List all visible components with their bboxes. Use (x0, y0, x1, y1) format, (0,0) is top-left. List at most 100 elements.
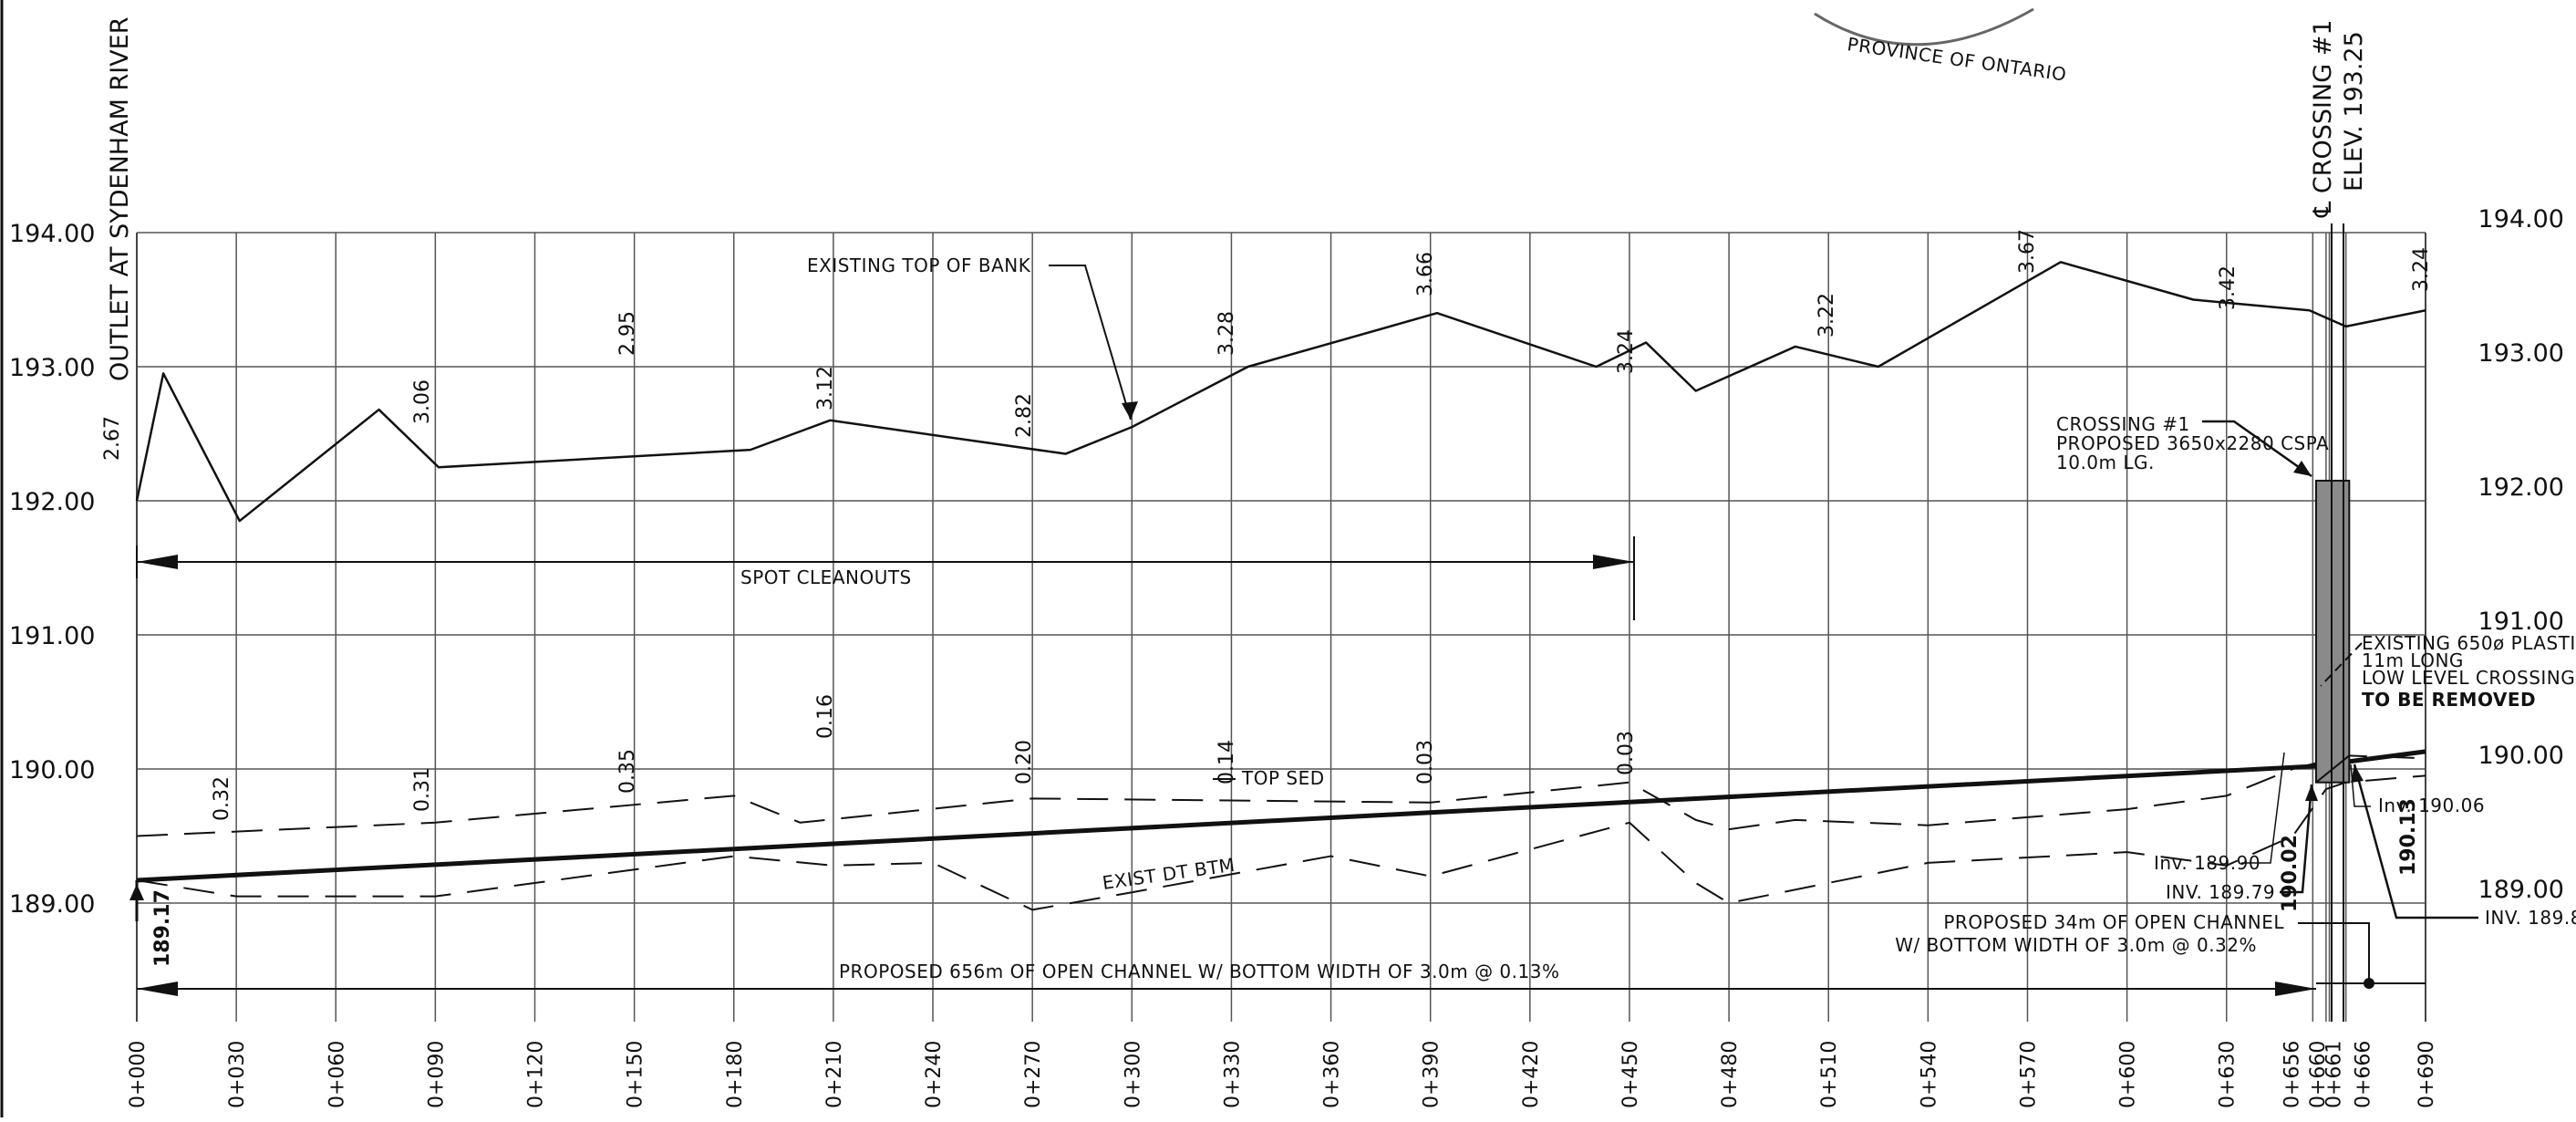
y-tick-label-right: 189.00 (2478, 876, 2564, 904)
elev-18917-arrowhead (129, 884, 144, 901)
station-label: 0+000 (127, 1041, 150, 1108)
station-label: 0+660 (2307, 1041, 2330, 1108)
top-of-bank-depth: 2.95 (616, 311, 639, 356)
inv-18979-label: INV. 189.79 (2166, 881, 2275, 903)
sediment-depth: 0.35 (616, 749, 639, 794)
top-of-bank-depth: 3.12 (814, 366, 837, 410)
crossing-header-2: ELEV. 193.25 (2340, 31, 2368, 192)
series-proposed (136, 749, 2426, 883)
inv-18990-leader (2241, 752, 2285, 864)
proposed-34-label-1: PROPOSED 34m OF OPEN CHANNEL (1943, 911, 2284, 933)
station-label: 0+270 (1022, 1041, 1045, 1108)
station-label: 0+420 (1520, 1041, 1543, 1108)
sediment-depth: 0.16 (814, 694, 837, 739)
y-tick-label-right: 193.00 (2478, 339, 2564, 368)
station-label: 0+030 (226, 1041, 249, 1108)
crossing-header-1: ℄ CROSSING #1 (2309, 19, 2337, 218)
station-label: 0+060 (326, 1041, 348, 1108)
outlet-title: OUTLET AT SYDENHAM RIVER (106, 17, 134, 381)
top-of-bank-leader (1049, 265, 1132, 421)
inv-18983-label: INV. 189.83 (2485, 907, 2576, 929)
existing-top-of-bank-label: EXISTING TOP OF BANK (807, 255, 1031, 276)
elev-19013-label: 190.13 (2397, 798, 2420, 876)
proposed-656-arrow-left (137, 982, 178, 996)
station-label: 0+390 (1421, 1041, 1443, 1108)
station-label: 0+510 (1818, 1041, 1841, 1108)
top-of-bank-depth: 3.67 (2016, 229, 2039, 274)
y-tick-label-right: 192.00 (2478, 473, 2564, 502)
proposed-34-label-2: W/ BOTTOM WIDTH OF 3.0m @ 0.32% (1895, 934, 2257, 956)
top-sed-label: TOP SED (1241, 767, 1325, 789)
series-existing-top-of-bank (135, 261, 2426, 523)
y-tick-label-right: 190.00 (2478, 742, 2564, 770)
station-label: 0+690 (2416, 1041, 2438, 1108)
station-label: 0+450 (1619, 1041, 1642, 1108)
station-label: 0+661 (2323, 1041, 2346, 1108)
top-of-bank-depth: 2.82 (1013, 393, 1036, 438)
series-top-sed (136, 754, 2426, 837)
top-of-bank-depth: 3.28 (1216, 311, 1238, 356)
spot-cleanouts-arrow-left (137, 555, 178, 569)
station-label: 0+570 (2017, 1041, 2040, 1108)
exist-dt-btm-label: EXIST DT BTM (1101, 854, 1236, 894)
crossing-arrowhead (2293, 461, 2312, 476)
inv-18979-arrowhead (2305, 784, 2318, 801)
inv-18983-leader (2353, 764, 2478, 919)
sediment-depth: 0.14 (1216, 740, 1238, 784)
top-of-bank-arrowhead (1122, 401, 1138, 420)
existing-pipe-label-4: TO BE REMOVED (2362, 689, 2536, 711)
y-tick-label-left: 189.00 (9, 890, 95, 919)
spot-cleanouts-label: SPOT CLEANOUTS (740, 566, 912, 588)
crossing-label-3: 10.0m LG. (2056, 452, 2155, 473)
y-tick-label-left: 190.00 (9, 756, 95, 784)
proposed-656-label: PROPOSED 656m OF OPEN CHANNEL W/ BOTTOM … (839, 961, 1559, 982)
annotations (129, 7, 2478, 1022)
proposed-656-arrow-right (2275, 982, 2316, 996)
station-label: 0+150 (625, 1041, 647, 1108)
station-label: 0+600 (2117, 1041, 2140, 1108)
station-label: 0+240 (923, 1041, 946, 1108)
station-label: 0+360 (1321, 1041, 1344, 1108)
sediment-depth: 0.20 (1013, 740, 1036, 784)
inv-18990-label: Inv. 189.90 (2154, 852, 2260, 874)
inv-19006-label: Inv. 190.06 (2378, 795, 2485, 816)
sediment-depth: 0.32 (211, 776, 233, 821)
station-label: 0+666 (2353, 1041, 2375, 1108)
top-of-bank-depth: 3.06 (411, 379, 434, 424)
elev-19002-label: 190.02 (2279, 835, 2302, 912)
sediment-depth: 0.03 (1414, 740, 1437, 784)
y-tick-label-left: 192.00 (9, 488, 95, 516)
seal-arc (1814, 7, 2034, 47)
crossing-leader (2202, 420, 2312, 478)
sediment-depth: 0.31 (411, 767, 434, 812)
series-exist-dt-btm (136, 774, 2426, 911)
y-tick-label-right: 194.00 (2478, 205, 2564, 234)
station-label: 0+480 (1719, 1041, 1742, 1108)
y-tick-label-left: 191.00 (9, 622, 95, 650)
station-label: 0+540 (1918, 1041, 1940, 1108)
crossing-label-2: PROPOSED 3650x2280 CSPA (2056, 432, 2329, 454)
top-of-bank-depth: 3.22 (1816, 293, 1838, 338)
top-of-bank-depth: 3.66 (1414, 252, 1437, 296)
station-label: 0+120 (525, 1041, 548, 1108)
top-of-bank-depth: 3.24 (2410, 247, 2433, 292)
station-label: 0+330 (1221, 1041, 1244, 1108)
station-label: 0+300 (1122, 1041, 1144, 1108)
elev-18917-label: 189.17 (151, 889, 174, 967)
existing-pipe-label-2: 11m LONG (2362, 649, 2464, 671)
existing-pipe-dashed (2320, 642, 2363, 687)
sediment-depth: 0.03 (1615, 731, 1638, 775)
y-tick-label-left: 193.00 (9, 354, 95, 382)
crossing-label-1: CROSSING #1 (2056, 413, 2190, 435)
station-label: 0+210 (823, 1041, 846, 1108)
inv-18979-leader (2280, 784, 2313, 894)
inv-18983-arrowhead (2351, 764, 2364, 783)
station-label: 0+656 (2281, 1041, 2303, 1108)
top-of-bank-depth: 3.24 (1615, 329, 1638, 374)
profile-lines (135, 261, 2426, 911)
top-of-bank-depth: 2.67 (101, 416, 124, 461)
y-tick-label-right: 191.00 (2478, 608, 2564, 636)
proposed-34-leader (2298, 922, 2370, 983)
